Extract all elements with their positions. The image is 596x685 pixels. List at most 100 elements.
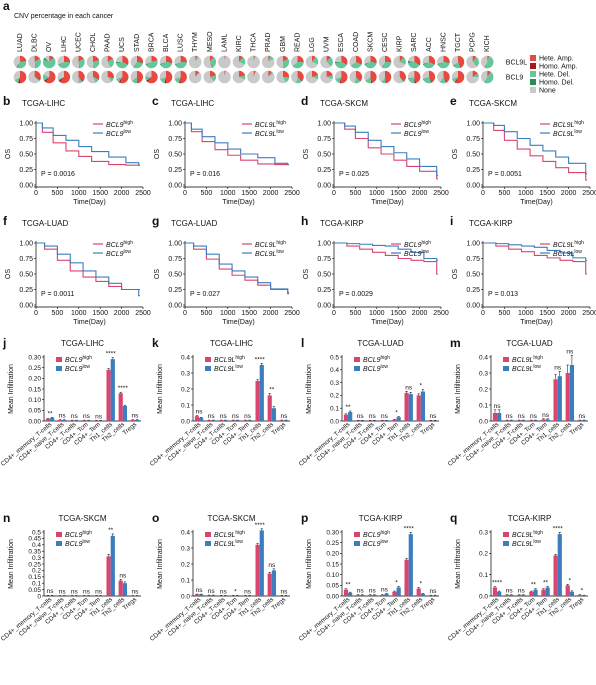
y-tick-label: 0.3 (479, 529, 488, 536)
pie-wedge (437, 70, 444, 83)
pie-wedge (399, 70, 406, 81)
pie-wedge (116, 62, 128, 69)
x-axis-label: Time(Day) (371, 199, 403, 206)
significance: ** (346, 404, 352, 411)
x-axis-label: Time(Day) (520, 199, 552, 206)
legend-label: Hete. Del. (539, 72, 570, 79)
significance: ns (232, 413, 240, 420)
error-bar (111, 357, 114, 360)
x-tick-label: 2500 (135, 310, 151, 317)
legend-label: BCL9high (363, 355, 390, 364)
pie-wedge (466, 55, 478, 69)
pie-wedge (428, 55, 436, 64)
y-tick-label: 0.50 (168, 152, 182, 159)
pie-wedge (334, 62, 342, 64)
y-tick-label: 0.2 (32, 568, 41, 575)
legend-level: high (574, 240, 584, 246)
pie-wedge (13, 55, 20, 68)
y-tick-label: 0.00 (168, 183, 182, 190)
pie-wedge (487, 55, 490, 62)
bar (360, 594, 365, 596)
bar (134, 419, 140, 421)
x-tick-label: 2000 (412, 190, 428, 197)
pie-wedge (195, 71, 200, 77)
y-tick-label: 1.00 (317, 241, 331, 248)
bar (199, 594, 204, 596)
chart-title: TCGA-KIRP (508, 514, 552, 523)
pie-wedge (107, 70, 114, 77)
chart-title: TCGA-SKCM (320, 99, 368, 108)
y-axis-label: Mean Infiltration (455, 364, 462, 414)
pie-wedge (34, 58, 41, 69)
pie-wedge (385, 77, 387, 84)
significance: ns (369, 588, 377, 595)
error-bar (348, 591, 352, 593)
significance: ns (381, 413, 389, 420)
pie-wedge (136, 55, 144, 62)
pie-wedge (239, 75, 246, 80)
pie-wedge (326, 62, 332, 67)
pie-wedge (166, 70, 173, 84)
x-tick-label: Tregs (569, 596, 586, 612)
legend-level: low (533, 539, 541, 545)
legend-level: high (124, 120, 134, 126)
pie-wedge (57, 55, 64, 65)
legend-level: high (574, 120, 584, 126)
bar (219, 420, 224, 421)
pie-wedge (407, 62, 420, 69)
pie-wedge (253, 55, 256, 62)
column-label: ACC (426, 37, 433, 52)
bar (497, 413, 502, 421)
x-tick-label: 2000 (114, 190, 130, 197)
legend-level: low (381, 364, 389, 370)
pie-wedge (382, 62, 392, 69)
x-tick-label: 500 (201, 310, 213, 317)
pie-wedge (407, 70, 415, 79)
x-tick-label: 500 (52, 310, 64, 317)
legend-swatch (354, 357, 360, 362)
error-bar (409, 532, 412, 535)
y-tick-label: 0.4 (181, 529, 190, 536)
error-bar (256, 543, 259, 545)
pie-wedge (20, 60, 27, 62)
bar (348, 412, 353, 421)
x-tick-label: 2500 (284, 190, 300, 197)
y-tick-label: 0.0 (479, 593, 488, 600)
error-bar (256, 379, 259, 381)
chart-title: TCGA-LUAD (22, 219, 68, 228)
pie-wedge (349, 70, 356, 84)
chart-title: TCGA-SKCM (469, 99, 517, 108)
pie-wedge (364, 55, 371, 64)
legend-swatch (530, 79, 536, 85)
pie-wedge (341, 70, 348, 84)
significance: * (420, 580, 423, 587)
pie-wedge (291, 55, 298, 67)
significance: ns (196, 587, 204, 594)
bar (372, 594, 377, 596)
y-tick-label: 0.10 (28, 397, 41, 404)
legend-name: BCL9L (512, 366, 534, 373)
pie-wedge (151, 60, 158, 62)
pie-wedge (45, 70, 56, 84)
y-tick-label: 0.25 (317, 287, 331, 294)
y-tick-label: 0.05 (28, 408, 41, 415)
bar (392, 591, 397, 596)
survival-curve (185, 242, 289, 295)
pie-wedge (145, 55, 152, 65)
pie-wedge (312, 62, 318, 65)
pie-wedge (261, 55, 275, 69)
significance: ** (346, 582, 352, 589)
y-tick-label: 0.50 (19, 272, 33, 279)
bar (86, 420, 91, 421)
significance: ns (430, 588, 438, 595)
bar (553, 555, 558, 596)
significance: ns (518, 588, 526, 595)
column-label: THYM (192, 32, 199, 52)
legend-name: BCL9 (65, 366, 83, 373)
legend-level: high (276, 240, 286, 246)
pie-wedge (370, 62, 377, 63)
bar (110, 359, 115, 421)
bar (432, 595, 438, 596)
significance: ns (357, 413, 365, 420)
x-tick-label: 0 (481, 190, 485, 197)
